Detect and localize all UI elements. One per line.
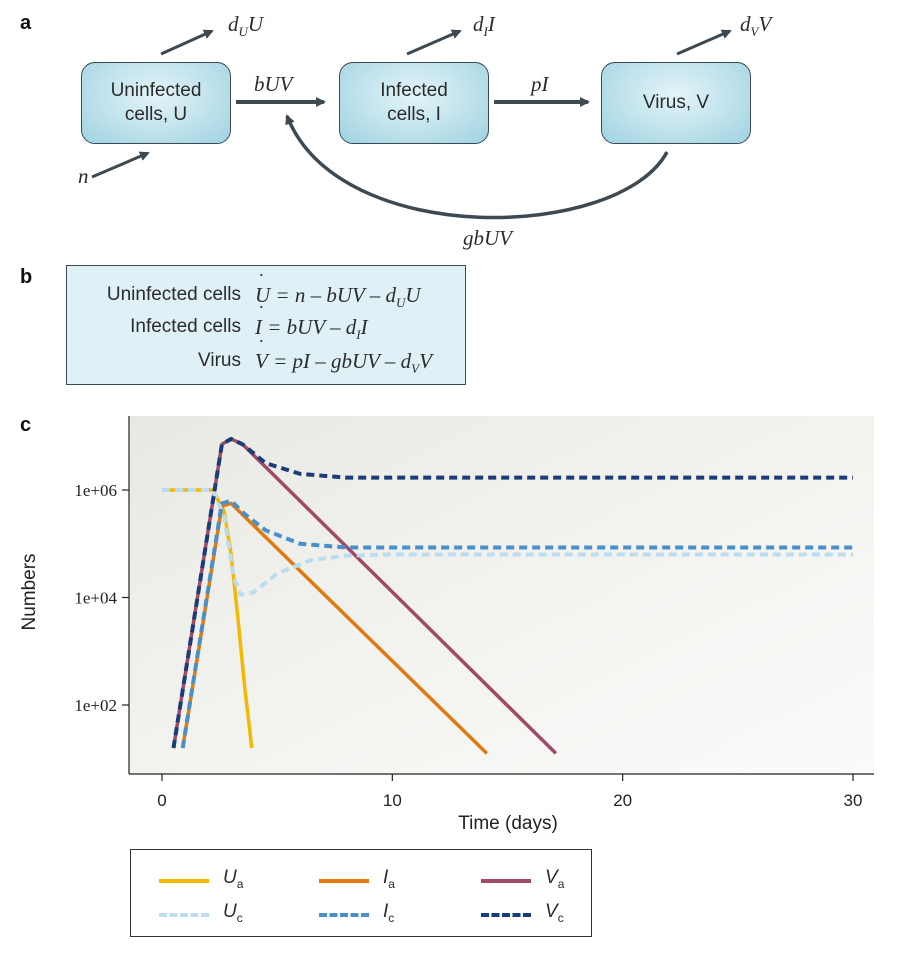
virus-box: Virus, V: [601, 62, 751, 144]
virus-death-arrow: [676, 29, 732, 56]
equation-infected: Infected cells I = bUV – dII: [67, 298, 467, 342]
equation-name: Uninfected cells: [106, 284, 241, 305]
equation-virus: Virus V = pI – gbUV – dVV: [67, 332, 467, 376]
legend-label: Ic: [383, 901, 395, 925]
absorption-arrow: [285, 114, 669, 220]
virus-label: Virus, V: [642, 92, 710, 113]
panel-label-c: c: [20, 414, 32, 436]
infection-rate-label: bUV: [254, 72, 293, 96]
legend: Ua Ia Va Uc Ic Vc: [130, 849, 592, 937]
y-axis-label: Numbers: [19, 553, 40, 630]
y-tick-label: 1e+04: [74, 589, 117, 608]
equation-name: Virus: [198, 350, 241, 371]
equation-formula: I = bUV – dII: [255, 298, 368, 350]
legend-swatch: [159, 913, 209, 917]
infected-cells-label: Infected cells, I: [380, 80, 448, 125]
x-axis-label: Time (days): [458, 813, 558, 834]
x-tick-label: 10: [383, 791, 402, 810]
legend-label: Vc: [545, 901, 564, 925]
x-tick-label: 30: [844, 791, 863, 810]
infected-death-label: dII: [473, 12, 495, 40]
y-tick-label: 1e+02: [74, 696, 117, 715]
legend-label: Ua: [223, 867, 244, 891]
legend-label: Uc: [223, 901, 243, 925]
uninfected-cells-label: Uninfected cells, U: [110, 80, 202, 125]
supply-arrow: [91, 151, 150, 179]
absorption-rate-label: gbUV: [463, 226, 512, 250]
legend-swatch: [159, 879, 209, 883]
y-tick-label: 1e+06: [74, 481, 117, 500]
virus-death-label: dVV: [740, 12, 772, 40]
legend-label: Ia: [383, 867, 395, 891]
equation-uninfected: Uninfected cells U = n – bUV – dUU: [67, 266, 467, 310]
legend-swatch: [481, 913, 531, 917]
uninfected-cells-box: Uninfected cells, U: [81, 62, 231, 144]
equation-formula: V = pI – gbUV – dVV: [255, 332, 432, 384]
legend-label: Va: [545, 867, 565, 891]
panel-label-b: b: [20, 266, 33, 288]
panel-label-a: a: [20, 12, 32, 34]
chart: 0 10 20 30 1e+02 1e+04 1e+06 Time (days) Numbers: [19, 416, 874, 834]
infected-death-arrow: [406, 29, 462, 56]
equation-name: Infected cells: [130, 316, 241, 337]
equation-formula: U = n – bUV – dUU: [255, 266, 421, 318]
supply-rate-label: n: [78, 164, 89, 188]
series-line-u-c: [162, 488, 853, 597]
x-tick-label: 0: [157, 791, 166, 810]
production-rate-label: pI: [531, 72, 549, 96]
series-line-v-c: [171, 436, 853, 749]
legend-swatch: [319, 913, 369, 917]
series-line-i-c: [180, 498, 853, 749]
infected-cells-box: Infected cells, I: [339, 62, 489, 144]
uninfected-death-arrow: [160, 29, 214, 56]
legend-swatch: [319, 879, 369, 883]
legend-swatch: [481, 879, 531, 883]
uninfected-death-label: dUU: [228, 12, 264, 40]
x-tick-label: 20: [613, 791, 632, 810]
diagram-arrows: [91, 29, 732, 220]
equations-box: Uninfected cells U = n – bUV – dUU Infec…: [66, 265, 466, 385]
